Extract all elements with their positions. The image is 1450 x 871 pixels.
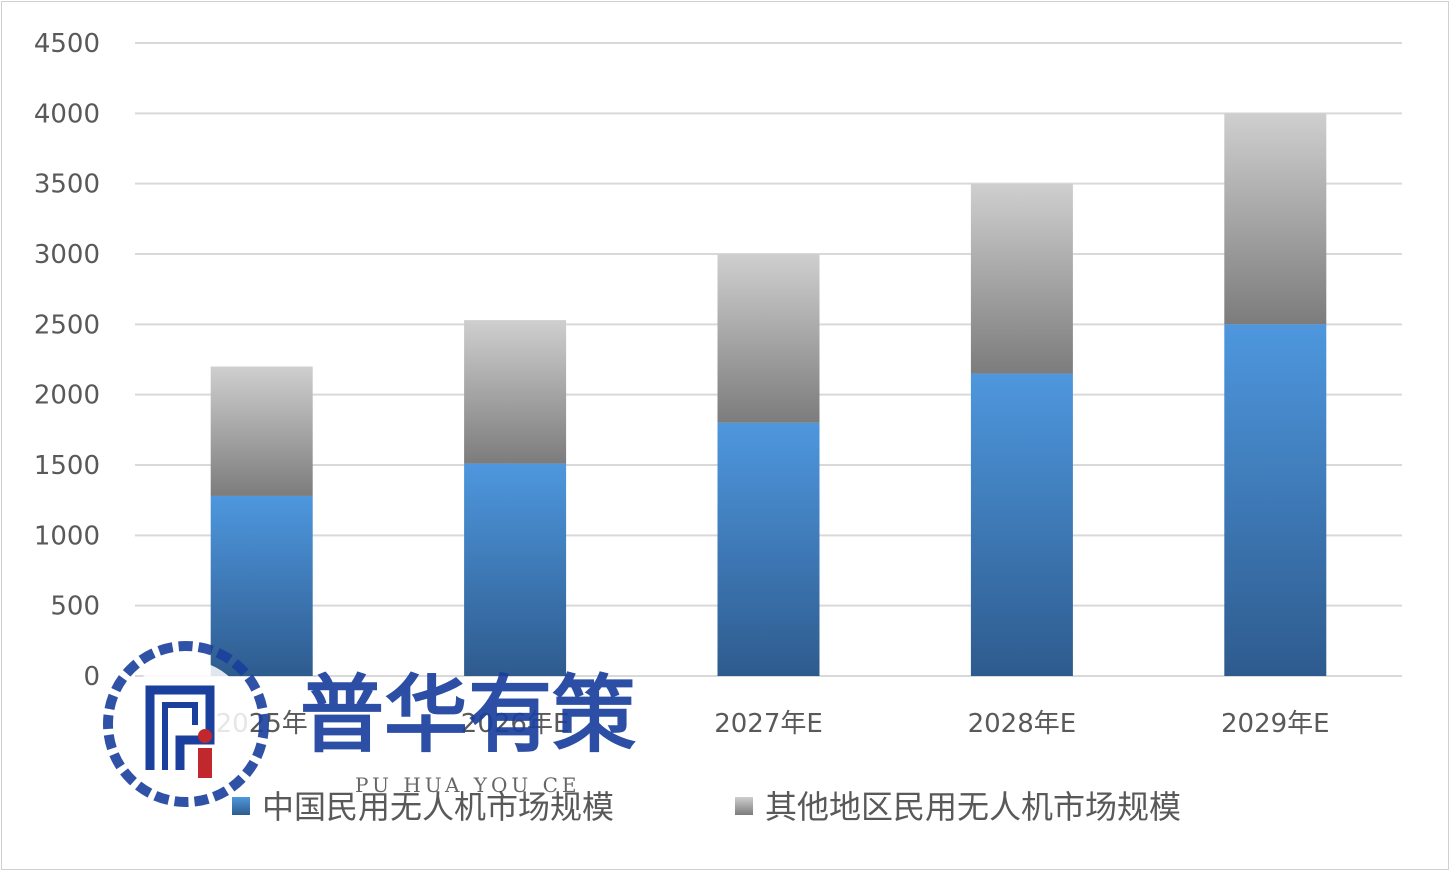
- logo-i-dot-icon: [198, 729, 212, 743]
- y-tick-label: 500: [50, 592, 100, 622]
- bar-other-segment: [1224, 113, 1327, 325]
- bar-china-segment: [1224, 324, 1327, 676]
- bar-china-segment: [210, 495, 313, 676]
- logo-ring-icon: [103, 641, 269, 807]
- logo-inner-disc: [122, 660, 250, 788]
- y-tick-label: 0: [83, 662, 100, 692]
- bars: [210, 113, 1327, 676]
- y-tick-label: 4000: [34, 99, 100, 129]
- x-tick-label: 2028年E: [968, 709, 1077, 739]
- bar-other-segment: [717, 254, 820, 423]
- legend-swatch: [232, 797, 250, 815]
- x-tick-label: 2029年E: [1221, 709, 1330, 739]
- y-axis-tick-labels: 0 500 1000 1500 2000 2500 3000 3500 4000 4500: [34, 29, 100, 692]
- x-tick-label: 2026年E: [461, 709, 570, 739]
- y-tick-label: 1500: [34, 451, 100, 481]
- bar-other-segment: [210, 366, 313, 496]
- legend-swatch: [735, 797, 753, 815]
- gridlines: [135, 42, 1402, 677]
- watermark-logo: 普华有策 PU HUA YOU CE: [103, 641, 636, 807]
- y-tick-label: 3000: [34, 240, 100, 270]
- bar-other-segment: [464, 320, 567, 464]
- watermark-cn-text: 普华有策: [300, 666, 636, 764]
- y-tick-label: 1000: [34, 521, 100, 551]
- watermark-en-text: PU HUA YOU CE: [355, 773, 581, 797]
- bar-china-segment: [970, 373, 1073, 676]
- y-tick-label: 2000: [34, 381, 100, 411]
- legend: 中国民用无人机市场规模 其他地区民用无人机市场规模: [232, 788, 1181, 826]
- bar-china-segment: [464, 463, 567, 676]
- logo-p-mark-icon: [145, 685, 215, 770]
- y-tick-label: 2500: [34, 310, 100, 340]
- legend-label: 中国民用无人机市场规模: [262, 788, 614, 826]
- logo-i-stem-icon: [198, 748, 212, 778]
- legend-label: 其他地区民用无人机市场规模: [765, 788, 1181, 826]
- y-tick-label: 4500: [34, 29, 100, 59]
- bar-china-segment: [717, 422, 820, 676]
- bar-other-segment: [970, 183, 1073, 374]
- logo-p-inner-icon: [162, 702, 198, 770]
- x-tick-label: 2027年E: [714, 709, 823, 739]
- y-tick-label: 3500: [34, 170, 100, 200]
